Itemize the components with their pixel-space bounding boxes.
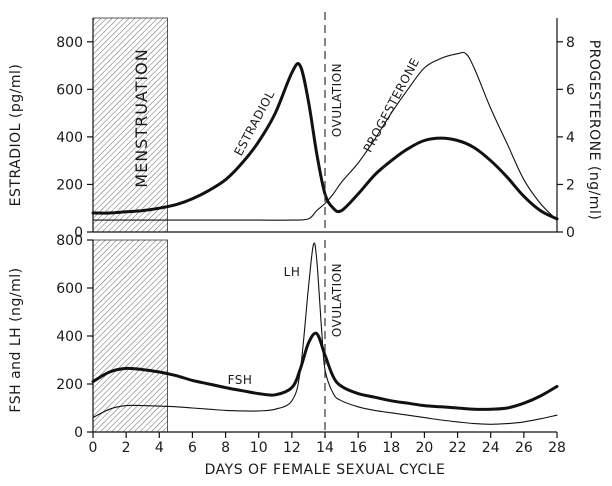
y-tick-label: 800 bbox=[56, 233, 83, 249]
y-tick-label: 200 bbox=[56, 377, 83, 393]
x-tick-label: 12 bbox=[283, 440, 301, 456]
y-tick-label: 200 bbox=[56, 177, 83, 193]
top-panel: 0 200 400 600 800 0 2 4 6 8 MENSTRUATION OVULATI… bbox=[8, 12, 602, 241]
x-tick-label: 24 bbox=[482, 440, 500, 456]
menstruation-band-top bbox=[92, 17, 168, 233]
top-curves bbox=[91, 51, 559, 221]
lh-label: LH bbox=[284, 265, 301, 279]
progesterone-label: PROGESTERONE bbox=[361, 56, 423, 155]
bottom-curves bbox=[91, 242, 559, 425]
y-tick-label: 600 bbox=[56, 281, 83, 297]
x-tick-label: 10 bbox=[250, 440, 268, 456]
estradiol-axis-title: ESTRADIOL (pg/ml) bbox=[8, 64, 24, 207]
y-tick-label: 0 bbox=[74, 425, 83, 441]
x-ticks: 0 2 4 6 8 10 12 14 16 18 20 22 24 26 28 bbox=[89, 432, 566, 456]
x-tick-label: 26 bbox=[515, 440, 533, 456]
x-tick-label: 14 bbox=[316, 440, 334, 456]
x-tick-label: 0 bbox=[89, 440, 98, 456]
series-lh-line bbox=[92, 242, 558, 425]
y-tick-label: 400 bbox=[56, 130, 83, 146]
y-tick-label: 400 bbox=[56, 329, 83, 345]
ovulation-label-bottom: OVULATION bbox=[330, 263, 344, 337]
x-tick-label: 16 bbox=[349, 440, 367, 456]
series-progesterone-line bbox=[92, 51, 558, 221]
top-right-ticks: 0 2 4 6 8 bbox=[557, 35, 575, 241]
series-fsh-line bbox=[91, 331, 559, 411]
series-estradiol-line bbox=[91, 62, 559, 221]
menstruation-label: MENSTRUATION bbox=[132, 48, 151, 187]
y-tick-label: 800 bbox=[56, 35, 83, 51]
x-tick-label: 20 bbox=[416, 440, 434, 456]
fsh-label: FSH bbox=[228, 373, 253, 387]
menstruation-band-bottom bbox=[92, 239, 168, 433]
y-tick-label: 600 bbox=[56, 82, 83, 98]
fsh-lh-axis-title: FSH and LH (ng/ml) bbox=[8, 267, 24, 412]
progesterone-axis-title: PROGESTERONE (ng/ml) bbox=[586, 40, 602, 221]
y2-tick-label: 2 bbox=[566, 177, 575, 193]
x-tick-label: 2 bbox=[122, 440, 131, 456]
x-tick-label: 22 bbox=[449, 440, 467, 456]
ovulation-label-top: OVULATION bbox=[330, 63, 344, 137]
x-axis-title: DAYS OF FEMALE SEXUAL CYCLE bbox=[205, 462, 446, 478]
top-left-ticks: 0 200 400 600 800 bbox=[56, 35, 93, 241]
y-tick-label: 0 bbox=[74, 225, 83, 241]
x-tick-label: 28 bbox=[548, 440, 566, 456]
x-tick-label: 4 bbox=[155, 440, 164, 456]
y2-tick-label: 8 bbox=[566, 35, 575, 51]
y2-tick-label: 4 bbox=[566, 130, 575, 146]
x-tick-label: 8 bbox=[221, 440, 230, 456]
x-tick-label: 18 bbox=[382, 440, 400, 456]
x-tick-label: 6 bbox=[188, 440, 197, 456]
bottom-left-ticks: 0 200 400 600 800 bbox=[56, 233, 93, 441]
y2-tick-label: 6 bbox=[566, 82, 575, 98]
y2-tick-label: 0 bbox=[566, 225, 575, 241]
